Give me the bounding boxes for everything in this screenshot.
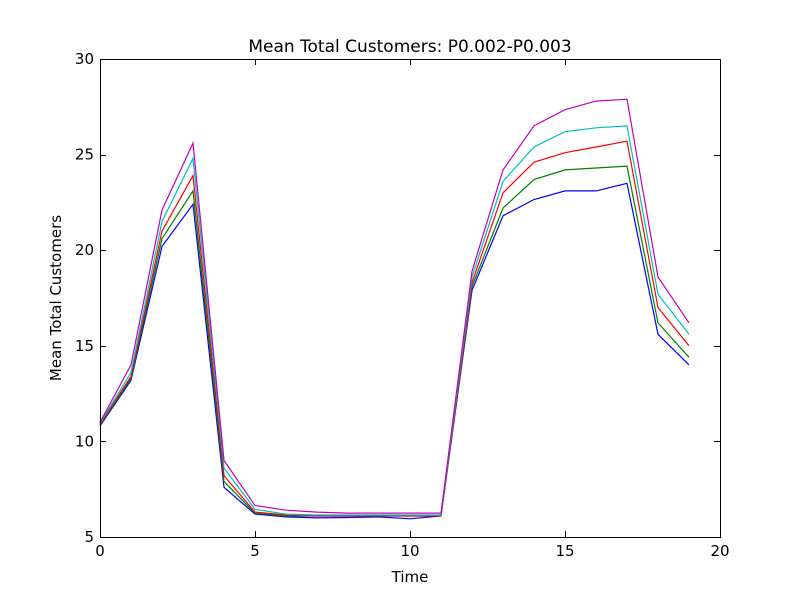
series-line-4 xyxy=(99,125,690,516)
y-tick-label: 5 xyxy=(84,528,94,546)
series-line-1 xyxy=(99,182,690,520)
series-line-3 xyxy=(99,140,690,517)
series-line-5 xyxy=(99,98,690,514)
x-axis: 0 5 10 15 20 xyxy=(95,59,730,560)
y-tick-label: 20 xyxy=(75,241,94,259)
series-layer xyxy=(99,98,690,520)
x-axis-label: Time xyxy=(391,568,429,586)
series-line-2 xyxy=(99,165,690,517)
x-tick-label: 0 xyxy=(95,542,105,560)
y-tick-label: 15 xyxy=(75,337,94,355)
y-tick-label: 30 xyxy=(75,50,94,68)
y-tick-label: 10 xyxy=(75,432,94,450)
x-tick-label: 20 xyxy=(710,542,729,560)
chart-title: Mean Total Customers: P0.002-P0.003 xyxy=(248,37,571,57)
y-axis-label: Mean Total Customers xyxy=(47,215,65,381)
x-tick-label: 10 xyxy=(400,542,419,560)
y-axis: 5 10 15 20 25 30 xyxy=(75,50,720,546)
x-tick-label: 15 xyxy=(555,542,574,560)
y-tick-label: 25 xyxy=(75,146,94,164)
x-tick-label: 5 xyxy=(250,542,260,560)
